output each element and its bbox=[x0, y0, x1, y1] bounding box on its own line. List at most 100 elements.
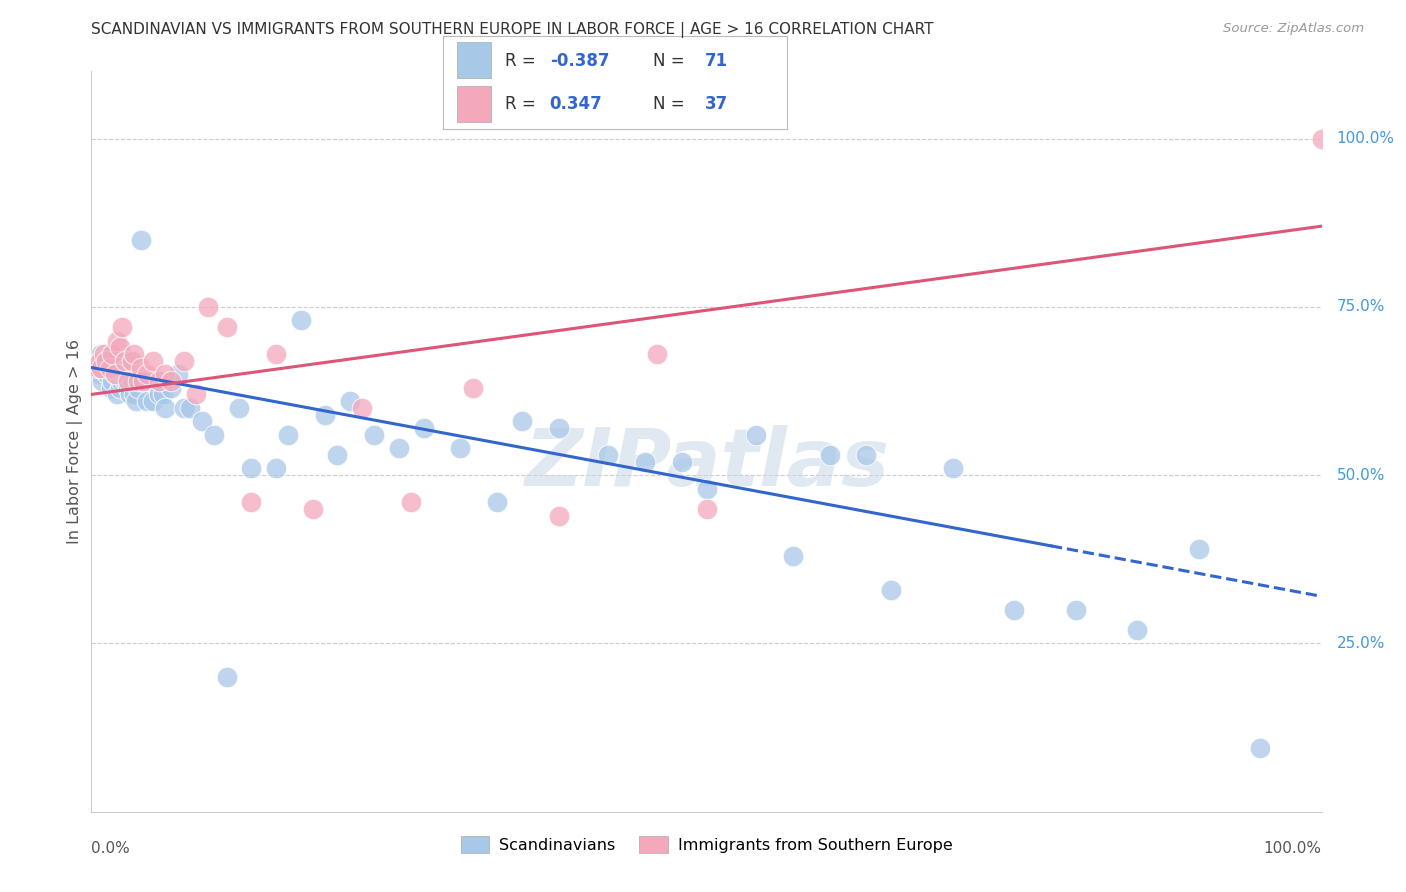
Point bbox=[104, 368, 127, 382]
Point bbox=[1249, 740, 1271, 755]
Point bbox=[98, 360, 121, 375]
Point bbox=[173, 353, 195, 368]
Point bbox=[173, 401, 195, 415]
Point bbox=[399, 495, 422, 509]
Point bbox=[166, 368, 188, 382]
Point bbox=[86, 360, 108, 375]
Point bbox=[121, 374, 143, 388]
Point bbox=[93, 353, 115, 368]
Point bbox=[90, 347, 112, 361]
Point bbox=[129, 360, 152, 375]
Point bbox=[129, 233, 152, 247]
Point bbox=[117, 374, 139, 388]
Text: 37: 37 bbox=[704, 95, 728, 113]
Point bbox=[96, 353, 117, 368]
Point bbox=[339, 394, 361, 409]
Point bbox=[160, 381, 183, 395]
Point bbox=[103, 353, 125, 368]
Point bbox=[108, 340, 131, 354]
Point bbox=[111, 368, 134, 382]
Point bbox=[135, 394, 157, 409]
Point bbox=[290, 313, 312, 327]
Bar bbox=[457, 42, 491, 78]
Point bbox=[264, 461, 287, 475]
Point bbox=[818, 448, 841, 462]
Point bbox=[153, 401, 177, 415]
Point bbox=[114, 374, 136, 388]
Point bbox=[510, 414, 533, 428]
Point bbox=[745, 427, 768, 442]
Text: 0.347: 0.347 bbox=[550, 95, 602, 113]
Point bbox=[695, 482, 717, 496]
Point bbox=[98, 347, 121, 361]
Point bbox=[855, 448, 877, 462]
Point bbox=[184, 387, 207, 401]
Text: 100.0%: 100.0% bbox=[1264, 841, 1322, 856]
Text: N =: N = bbox=[652, 95, 690, 113]
Point bbox=[314, 408, 336, 422]
Point bbox=[486, 495, 509, 509]
Point bbox=[363, 427, 385, 442]
Point bbox=[118, 387, 141, 401]
Point bbox=[108, 381, 131, 395]
Point bbox=[695, 501, 717, 516]
Point bbox=[941, 461, 963, 475]
Point bbox=[240, 461, 263, 475]
Point bbox=[127, 381, 149, 395]
Point bbox=[114, 353, 136, 368]
Text: -0.387: -0.387 bbox=[550, 52, 609, 70]
Point bbox=[202, 427, 225, 442]
Point bbox=[671, 455, 693, 469]
Point bbox=[89, 368, 111, 382]
Text: 71: 71 bbox=[704, 52, 728, 70]
Point bbox=[412, 421, 434, 435]
Point bbox=[142, 353, 165, 368]
Point bbox=[107, 368, 129, 382]
Text: SCANDINAVIAN VS IMMIGRANTS FROM SOUTHERN EUROPE IN LABOR FORCE | AGE > 16 CORREL: SCANDINAVIAN VS IMMIGRANTS FROM SOUTHERN… bbox=[91, 22, 934, 38]
Point bbox=[264, 347, 287, 361]
Y-axis label: In Labor Force | Age > 16: In Labor Force | Age > 16 bbox=[67, 339, 83, 544]
Point bbox=[86, 360, 108, 375]
Point bbox=[352, 401, 374, 415]
Point bbox=[388, 442, 411, 456]
Point bbox=[152, 387, 174, 401]
Point bbox=[277, 427, 299, 442]
Point bbox=[547, 508, 569, 523]
Point bbox=[90, 360, 112, 375]
Point bbox=[114, 368, 138, 382]
Point bbox=[132, 374, 155, 388]
Point bbox=[782, 549, 804, 563]
Point bbox=[634, 455, 657, 469]
Point bbox=[96, 360, 117, 375]
Point bbox=[105, 334, 128, 348]
Point bbox=[215, 320, 238, 334]
Point bbox=[240, 495, 263, 509]
Point bbox=[461, 381, 484, 395]
Point bbox=[117, 381, 139, 395]
Point bbox=[124, 347, 146, 361]
Point bbox=[1126, 623, 1149, 637]
Point bbox=[111, 320, 134, 334]
Point bbox=[326, 448, 349, 462]
Point bbox=[139, 374, 162, 388]
Point bbox=[89, 353, 111, 368]
Text: 0.0%: 0.0% bbox=[91, 841, 131, 856]
Point bbox=[124, 387, 146, 401]
Point bbox=[100, 381, 122, 395]
Text: 25.0%: 25.0% bbox=[1336, 636, 1385, 651]
Point bbox=[1310, 131, 1333, 145]
Point bbox=[596, 448, 619, 462]
Point bbox=[160, 374, 183, 388]
Legend: Scandinavians, Immigrants from Southern Europe: Scandinavians, Immigrants from Southern … bbox=[454, 830, 959, 859]
Point bbox=[1187, 542, 1209, 557]
Text: R =: R = bbox=[505, 95, 546, 113]
Point bbox=[1002, 603, 1025, 617]
Point bbox=[110, 374, 132, 388]
Point bbox=[153, 368, 177, 382]
Point bbox=[547, 421, 569, 435]
Point bbox=[191, 414, 214, 428]
Point bbox=[105, 387, 128, 401]
Point bbox=[142, 394, 165, 409]
Text: N =: N = bbox=[652, 52, 690, 70]
Point bbox=[96, 368, 118, 382]
